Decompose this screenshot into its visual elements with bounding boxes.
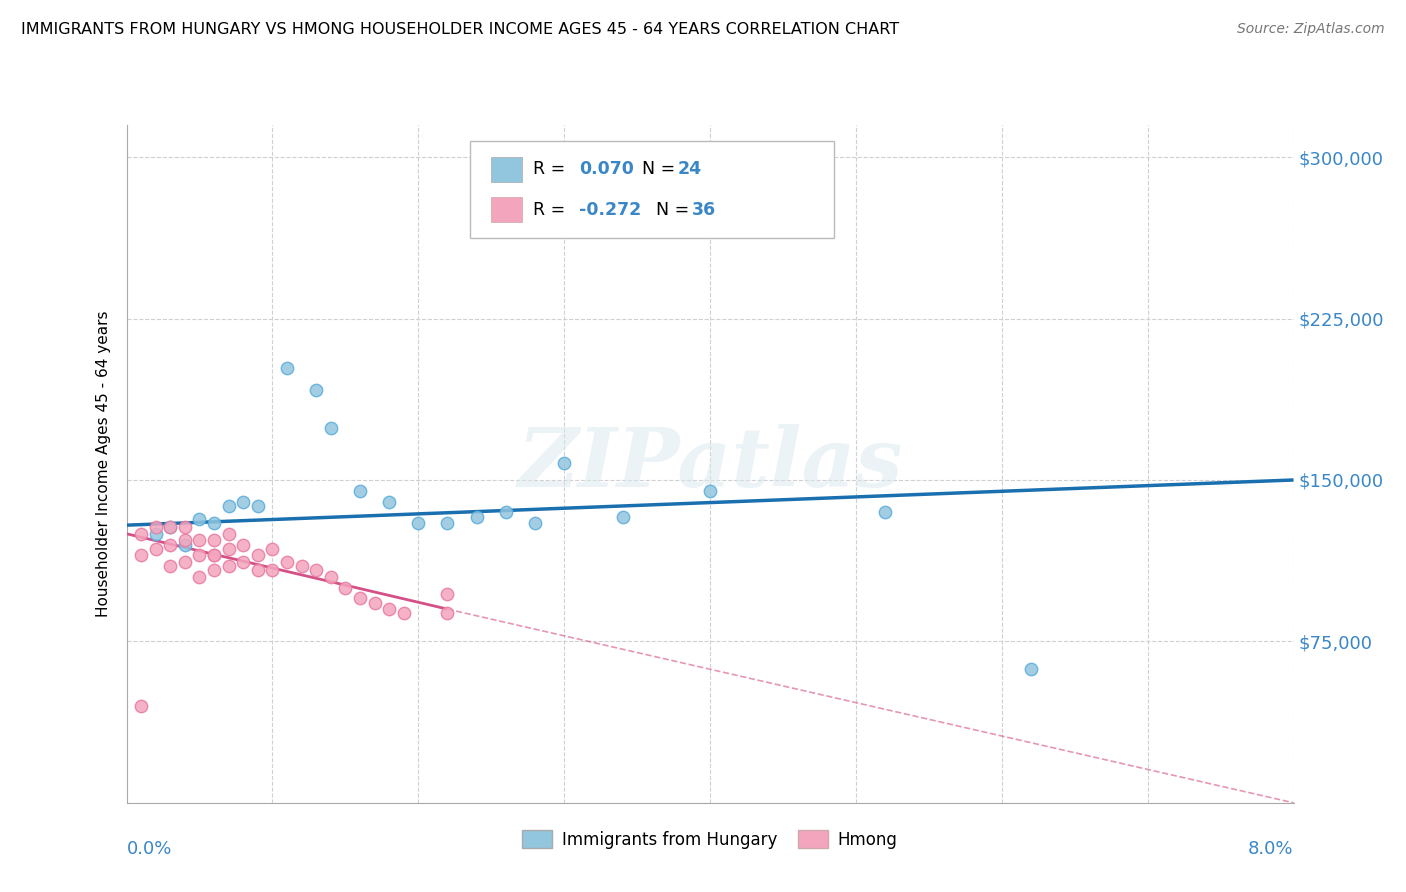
Point [202,533,225,548]
Point [246,549,269,563]
Point [436,587,458,601]
Point [202,516,225,530]
Point [873,505,897,519]
Point [218,541,240,556]
Point [349,591,371,606]
Text: N =: N = [631,160,681,178]
Point [232,555,254,569]
Point [436,607,458,621]
Point [202,549,225,563]
Point [202,563,225,577]
Point [129,549,152,563]
Text: -0.272: -0.272 [579,201,641,219]
Point [174,520,197,534]
Point [436,516,458,530]
Point [276,361,298,376]
Point [174,533,197,548]
Point [553,456,575,470]
Point [495,505,517,519]
Point [218,559,240,574]
Point [145,541,167,556]
Point [378,494,401,508]
Point [305,563,328,577]
Text: N =: N = [645,201,695,219]
Point [232,537,254,551]
Point [612,509,634,524]
Point [188,533,211,548]
Point [262,563,284,577]
Point [202,549,225,563]
Point [363,596,385,610]
Point [1019,662,1042,676]
Point [188,570,211,584]
Text: IMMIGRANTS FROM HUNGARY VS HMONG HOUSEHOLDER INCOME AGES 45 - 64 YEARS CORRELATI: IMMIGRANTS FROM HUNGARY VS HMONG HOUSEHO… [21,22,900,37]
Point [335,581,357,595]
Text: 36: 36 [692,201,716,219]
Point [699,483,721,498]
Point [145,526,167,541]
Point [159,537,181,551]
Point [465,509,488,524]
Text: ZIPatlas: ZIPatlas [517,424,903,504]
Point [523,516,546,530]
Point [276,555,298,569]
Point [159,559,181,574]
Point [378,602,401,616]
Point [174,537,197,551]
Point [319,421,342,435]
Point [815,202,838,216]
Y-axis label: Householder Income Ages 45 - 64 years: Householder Income Ages 45 - 64 years [96,310,111,617]
Text: 0.0%: 0.0% [127,840,172,858]
Point [305,383,328,397]
Point [246,563,269,577]
Point [218,499,240,513]
Point [129,526,152,541]
Text: 0.070: 0.070 [579,160,634,178]
Point [349,483,371,498]
Legend: Immigrants from Hungary, Hmong: Immigrants from Hungary, Hmong [516,823,904,855]
Point [145,520,167,534]
Point [408,516,430,530]
Point [319,570,342,584]
Point [159,520,181,534]
Point [218,526,240,541]
Point [262,541,284,556]
Text: R =: R = [533,160,571,178]
Text: Source: ZipAtlas.com: Source: ZipAtlas.com [1237,22,1385,37]
Point [159,520,181,534]
Point [188,549,211,563]
Text: 8.0%: 8.0% [1249,840,1294,858]
Point [188,512,211,526]
Text: R =: R = [533,201,571,219]
Point [392,607,415,621]
Text: 24: 24 [678,160,702,178]
Point [246,499,269,513]
Point [232,494,254,508]
Point [129,698,152,713]
Point [174,555,197,569]
Point [290,559,312,574]
